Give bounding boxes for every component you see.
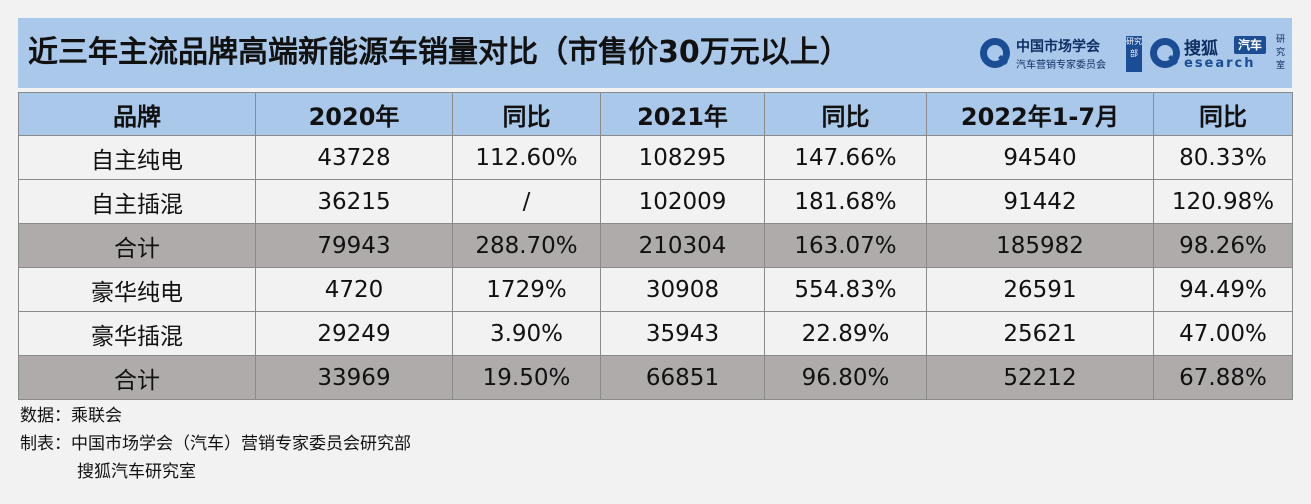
column-header: 2022年1-7月 (926, 92, 1154, 136)
sales-2021-cell: 102009 (600, 179, 765, 224)
brand-cell: 豪华插混 (18, 311, 256, 356)
sohu-logo-chip: 汽车 (1234, 36, 1267, 54)
column-header: 同比 (452, 92, 601, 136)
sales-2020-cell: 43728 (255, 135, 453, 180)
sales-2021-cell: 35943 (600, 311, 765, 356)
sales-2022-cell: 94540 (926, 135, 1154, 180)
yoy-2022-cell: 98.26% (1153, 223, 1293, 268)
yoy-2021-cell: 181.68% (764, 179, 927, 224)
yoy-2020-cell: 112.60% (452, 135, 601, 180)
sales-2021-cell: 30908 (600, 267, 765, 312)
sohu-logo-side: 研究室 (1276, 35, 1286, 71)
brand-cell: 自主插混 (18, 179, 256, 224)
column-header: 2021年 (600, 92, 765, 136)
yoy-2022-cell: 120.98% (1153, 179, 1293, 224)
sales-2020-cell: 4720 (255, 267, 453, 312)
maker-note-continued: 搜狐汽车研究室 (77, 462, 196, 482)
table-row-total: 合计 33969 19.50% 66851 96.80% 52212 67.88… (18, 355, 1293, 400)
table-row: 自主插混 36215 / 102009 181.68% 91442 120.98… (18, 179, 1293, 224)
cma-logo-name: 中国市场学会 (1016, 39, 1100, 55)
sales-2022-cell: 52212 (926, 355, 1154, 400)
yoy-2022-cell: 67.88% (1153, 355, 1293, 400)
sales-table: 品牌 2020年 同比 2021年 同比 2022年1-7月 同比 自主纯电 4… (18, 92, 1293, 400)
table-row: 自主纯电 43728 112.60% 108295 147.66% 94540 … (18, 135, 1293, 180)
yoy-2020-cell: 1729% (452, 267, 601, 312)
column-header: 2020年 (255, 92, 453, 136)
yoy-2021-cell: 96.80% (764, 355, 927, 400)
yoy-2021-cell: 163.07% (764, 223, 927, 268)
table-row-total: 合计 79943 288.70% 210304 163.07% 185982 9… (18, 223, 1293, 268)
cma-logo-subtitle: 汽车营销专家委员会 (1016, 60, 1106, 71)
yoy-2021-cell: 554.83% (764, 267, 927, 312)
sales-2021-cell: 108295 (600, 135, 765, 180)
brand-cell: 豪华纯电 (18, 267, 256, 312)
cma-q-logo-icon (980, 38, 1010, 68)
yoy-2021-cell: 22.89% (764, 311, 927, 356)
table-row: 豪华纯电 4720 1729% 30908 554.83% 26591 94.4… (18, 267, 1293, 312)
sales-2021-cell: 210304 (600, 223, 765, 268)
maker-note: 制表：中国市场学会（汽车）营销专家委员会研究部 (20, 434, 411, 454)
data-source-note: 数据：乘联会 (20, 406, 122, 426)
yoy-2021-cell: 147.66% (764, 135, 927, 180)
brand-cell: 合计 (18, 223, 256, 268)
sales-2022-cell: 91442 (926, 179, 1154, 224)
footnotes: 数据：乘联会 制表：中国市场学会（汽车）营销专家委员会研究部 搜狐汽车研究室 (20, 402, 411, 486)
cma-logo: 中国市场学会 汽车营销专家委员会 研究部 (980, 34, 1142, 74)
sales-2020-cell: 79943 (255, 223, 453, 268)
sales-2021-cell: 66851 (600, 355, 765, 400)
sohu-logo-name: 搜狐 (1184, 39, 1218, 59)
yoy-2020-cell: 3.90% (452, 311, 601, 356)
page-title: 近三年主流品牌高端新能源车销量对比（市售价30万元以上） (28, 35, 850, 70)
sales-2020-cell: 36215 (255, 179, 453, 224)
cma-logo-tag: 研究部 (1126, 36, 1142, 72)
yoy-2022-cell: 94.49% (1153, 267, 1293, 312)
sohu-r-logo-icon (1150, 38, 1180, 68)
sales-2020-cell: 29249 (255, 311, 453, 356)
yoy-2022-cell: 47.00% (1153, 311, 1293, 356)
column-header: 品牌 (18, 92, 256, 136)
sohu-logo-subtitle: esearch (1184, 56, 1256, 71)
title-banner: 近三年主流品牌高端新能源车销量对比（市售价30万元以上） 中国市场学会 汽车营销… (18, 18, 1292, 88)
yoy-2020-cell: 288.70% (452, 223, 601, 268)
sales-2020-cell: 33969 (255, 355, 453, 400)
table-header-row: 品牌 2020年 同比 2021年 同比 2022年1-7月 同比 (18, 92, 1293, 136)
table-row: 豪华插混 29249 3.90% 35943 22.89% 25621 47.0… (18, 311, 1293, 356)
sales-2022-cell: 185982 (926, 223, 1154, 268)
sales-2022-cell: 26591 (926, 267, 1154, 312)
brand-cell: 合计 (18, 355, 256, 400)
brand-cell: 自主纯电 (18, 135, 256, 180)
column-header: 同比 (764, 92, 927, 136)
yoy-2020-cell: / (452, 179, 601, 224)
column-header: 同比 (1153, 92, 1293, 136)
yoy-2020-cell: 19.50% (452, 355, 601, 400)
sales-2022-cell: 25621 (926, 311, 1154, 356)
yoy-2022-cell: 80.33% (1153, 135, 1293, 180)
sohu-research-logo: 搜狐 汽车 esearch 研究室 (1150, 34, 1290, 74)
